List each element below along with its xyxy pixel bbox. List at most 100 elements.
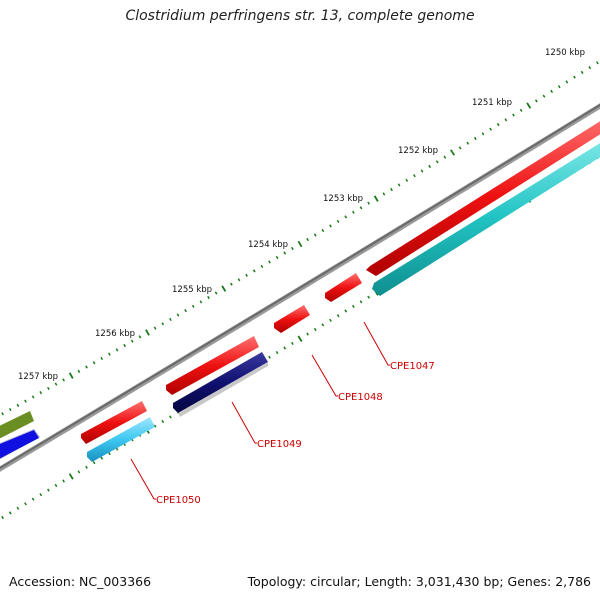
ruler-tick — [557, 85, 561, 89]
ruler-tick — [458, 146, 462, 150]
ruler-tick — [397, 183, 401, 187]
inner-tick — [344, 309, 348, 313]
ruler-label-1252: 1252 kbp — [398, 146, 438, 156]
ruler-tick — [512, 113, 515, 117]
gene-cpe1048-arrow[interactable] — [325, 273, 362, 302]
ruler-tick — [526, 102, 532, 109]
ruler-tick — [191, 304, 195, 308]
inner-tick — [85, 465, 88, 469]
ruler-tick — [145, 329, 150, 336]
ruler-label-1254: 1254 kbp — [248, 240, 288, 250]
inner-tick — [108, 452, 111, 456]
inner-tick — [47, 488, 50, 492]
ruler-tick — [450, 149, 455, 156]
gene-label-cpe1049[interactable]: CPE1049 — [231, 401, 302, 450]
ruler-ticks — [1, 61, 599, 416]
ruler-tick — [580, 70, 584, 74]
genome-summary-text: Topology: circular; Length: 3,031,430 bp… — [247, 574, 591, 589]
gene-label-cpe1050[interactable]: CPE1050 — [130, 458, 201, 506]
ruler-tick — [100, 356, 104, 361]
ruler-tick — [359, 206, 363, 210]
inner-tick — [92, 461, 96, 465]
ruler-tick — [283, 251, 287, 255]
gene-cpe1047-cds[interactable] — [372, 137, 600, 296]
ruler-tick — [31, 395, 35, 399]
gene-label-cpe1048[interactable]: CPE1048 — [311, 354, 383, 403]
inner-tick — [1, 515, 4, 520]
ruler-label-1257: 1257 kbp — [18, 372, 58, 382]
ruler-label-1253: 1253 kbp — [323, 194, 363, 204]
ruler-tick — [1, 412, 4, 416]
inner-tick — [367, 295, 371, 299]
inner-tick — [283, 346, 287, 350]
ruler-label-1251: 1251 kbp — [472, 98, 512, 108]
ruler-tick — [306, 237, 309, 242]
inner-tick — [161, 419, 165, 424]
ruler-tick — [344, 215, 348, 219]
ruler-tick — [8, 408, 12, 412]
ruler-tick — [92, 361, 96, 365]
inner-tick — [77, 470, 81, 474]
ruler-tick — [47, 386, 50, 390]
ruler-tick — [413, 174, 416, 178]
ruler-tick — [573, 75, 576, 79]
accession-text: Accession: NC_003366 — [9, 574, 152, 589]
ruler-tick — [336, 219, 340, 223]
gene-cpe1048b-arrow[interactable] — [274, 305, 310, 333]
ruler-tick — [184, 309, 187, 313]
ruler-tick — [176, 313, 180, 317]
ruler-tick — [54, 382, 58, 386]
ruler-tick — [39, 391, 43, 395]
ruler-tick — [214, 291, 218, 295]
ruler-tick — [595, 61, 599, 65]
ruler-tick — [291, 246, 294, 251]
inner-tick — [169, 415, 172, 419]
ruler-tick — [435, 160, 439, 164]
ruler-label-1256: 1256 kbp — [95, 329, 135, 339]
ruler-tick — [245, 273, 248, 277]
gene-cpe1050-cds[interactable] — [87, 417, 155, 462]
ruler-tick — [443, 155, 447, 159]
gene-blue-arrow[interactable] — [0, 429, 40, 462]
ruler-tick — [275, 255, 279, 260]
inner-tick — [54, 483, 58, 488]
gene-olive-arrow[interactable] — [0, 411, 34, 441]
ruler-tick — [130, 339, 134, 343]
ruler-tick — [481, 132, 485, 136]
ruler-label-1250: 1250 kbp — [545, 48, 585, 58]
ruler-labels: 1250 kbp 1251 kbp 1252 kbp 1253 kbp 1254… — [18, 48, 585, 382]
ruler-tick — [420, 169, 424, 173]
ruler-tick — [473, 136, 477, 141]
ruler-tick — [169, 317, 172, 321]
ruler-tick — [550, 89, 554, 93]
inner-tick — [336, 314, 340, 318]
ruler-tick — [504, 118, 508, 122]
gene-cpe1049-cds[interactable] — [173, 352, 268, 417]
ruler-tick — [565, 80, 569, 84]
ruler-tick — [24, 399, 27, 403]
ruler-tick — [382, 192, 386, 196]
gene-label-cpe1047[interactable]: CPE1047 — [363, 321, 435, 372]
ruler-tick — [260, 264, 264, 268]
ruler-tick — [428, 164, 432, 168]
inner-tick — [24, 502, 27, 506]
ruler-tick — [123, 343, 126, 348]
inner-tick — [359, 300, 363, 304]
gene-cpe1047-arrow[interactable] — [366, 115, 600, 276]
svg-text:CPE1049: CPE1049 — [257, 439, 302, 450]
ruler-tick — [199, 300, 203, 304]
ruler-tick — [352, 210, 355, 214]
ruler-tick — [313, 233, 317, 237]
inner-tick — [8, 511, 12, 515]
ruler-tick — [466, 141, 470, 145]
gene-cpe1050-arrow[interactable] — [81, 401, 147, 444]
gene-cpe1049-arrow[interactable] — [166, 336, 259, 395]
inner-tick — [313, 327, 317, 332]
ruler-tick — [85, 365, 88, 369]
inner-tick — [153, 424, 157, 428]
ruler-tick — [405, 178, 409, 182]
ruler-tick — [77, 369, 81, 373]
inner-tick — [16, 506, 20, 510]
inner-tick — [321, 323, 325, 327]
